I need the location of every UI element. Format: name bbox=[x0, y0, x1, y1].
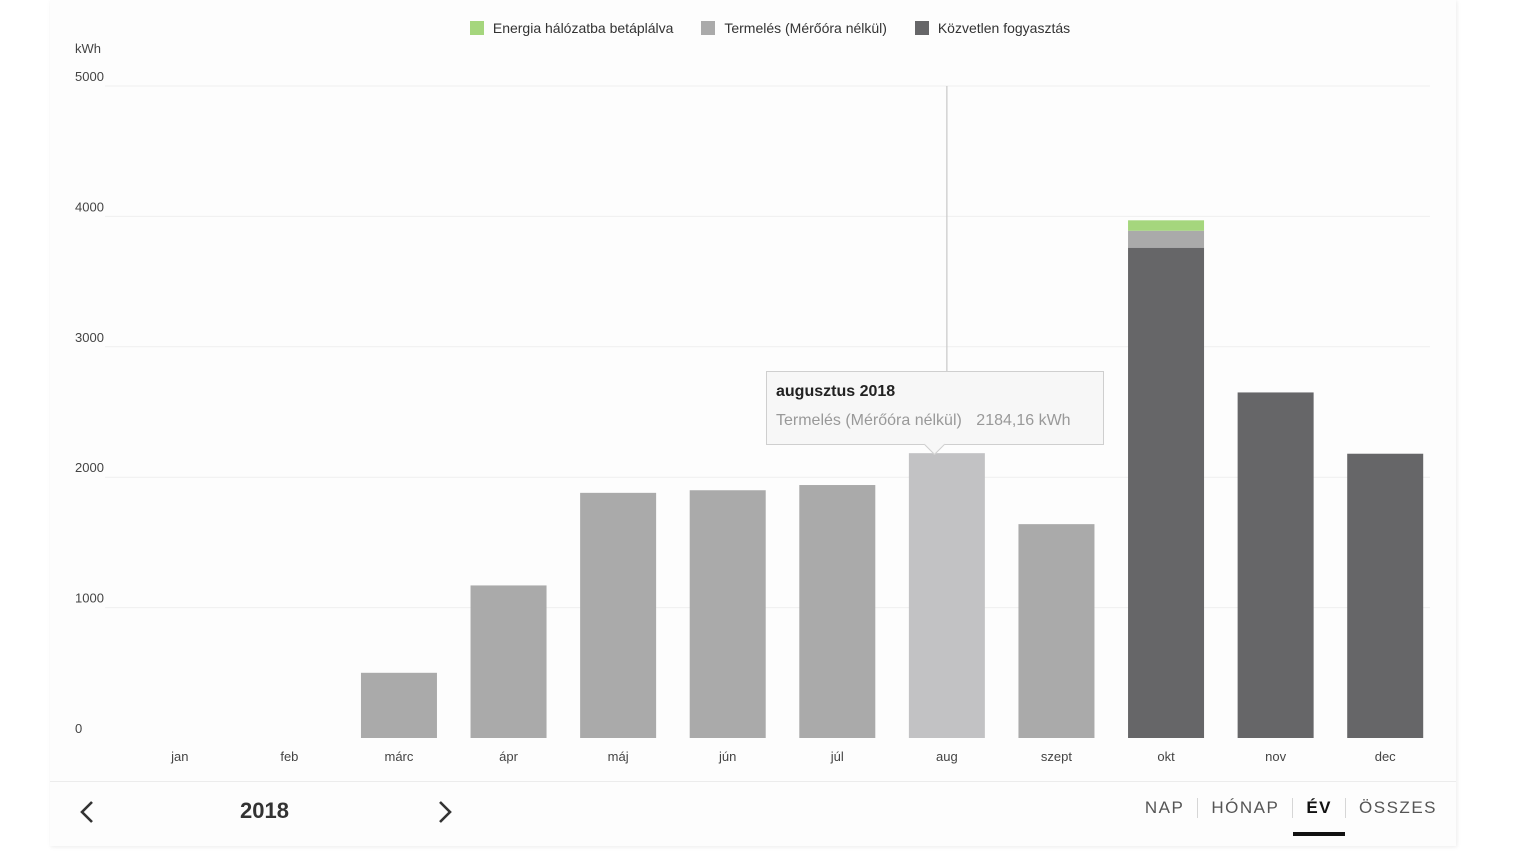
y-tick-label: 3000 bbox=[75, 330, 104, 345]
x-tick-label: márc bbox=[385, 749, 414, 764]
tab-year[interactable]: ÉV bbox=[1292, 798, 1345, 836]
legend-item-feed-in[interactable]: Energia hálózatba betáplálva bbox=[469, 20, 674, 36]
bar-márc bbox=[360, 672, 437, 738]
bar-júl bbox=[799, 485, 876, 738]
legend-swatch-production bbox=[701, 21, 716, 35]
x-tick-label: okt bbox=[1157, 749, 1175, 764]
bar-ápr bbox=[470, 585, 547, 738]
chevron-right-icon bbox=[439, 801, 452, 823]
x-tick-label: feb bbox=[280, 749, 298, 764]
y-axis-unit: kWh bbox=[75, 41, 101, 56]
y-tick-label: 5000 bbox=[75, 69, 104, 84]
bar-aug bbox=[908, 453, 985, 738]
legend-swatch-consumption bbox=[914, 21, 929, 35]
x-tick-label: jan bbox=[170, 749, 188, 764]
y-tick-label: 1000 bbox=[75, 591, 104, 606]
chart-tooltip: augusztus 2018 Termelés (Mérőóra nélkül)… bbox=[766, 371, 1104, 456]
bar-okt bbox=[1128, 230, 1205, 248]
x-tick-label: jún bbox=[718, 749, 736, 764]
y-tick-label: 2000 bbox=[75, 460, 104, 475]
x-tick-label: aug bbox=[936, 749, 958, 764]
tooltip-series-label: Termelés (Mérőóra nélkül) bbox=[776, 412, 962, 429]
bar-okt bbox=[1128, 220, 1205, 231]
x-tick-label: nov bbox=[1265, 749, 1286, 764]
bar-okt bbox=[1128, 247, 1205, 739]
chart-legend: Energia hálózatba betáplálva Termelés (M… bbox=[0, 20, 1540, 38]
x-tick-label: szept bbox=[1041, 749, 1072, 764]
legend-item-production[interactable]: Termelés (Mérőóra nélkül) bbox=[701, 20, 887, 36]
tooltip-value: 2184,16 kWh bbox=[976, 412, 1071, 429]
bar-nov bbox=[1237, 392, 1314, 738]
bar-szept bbox=[1018, 524, 1095, 738]
legend-swatch-feed-in bbox=[469, 21, 484, 35]
tooltip-row: Termelés (Mérőóra nélkül) 2184,16 kWh bbox=[776, 412, 1094, 430]
previous-year-button[interactable] bbox=[70, 795, 104, 829]
current-year: 2018 bbox=[240, 798, 289, 823]
period-tabs: NAP HÓNAP ÉV ÖSSZES bbox=[1132, 798, 1450, 836]
bar-chart: 0 1000 2000 3000 4000 5000 jan feb márc ápr máj jún… bbox=[75, 69, 1430, 764]
tab-day[interactable]: NAP bbox=[1144, 798, 1185, 817]
bar-dec bbox=[1347, 453, 1424, 738]
bar-jún bbox=[689, 490, 766, 738]
x-tick-label: júl bbox=[830, 749, 844, 764]
x-tick-label: máj bbox=[608, 749, 629, 764]
tab-month[interactable]: HÓNAP bbox=[1197, 798, 1292, 818]
bar-máj bbox=[580, 492, 657, 738]
y-tick-label: 4000 bbox=[75, 199, 104, 214]
next-year-button[interactable] bbox=[428, 795, 462, 829]
legend-item-consumption[interactable]: Közvetlen fogyasztás bbox=[914, 20, 1071, 36]
x-tick-label: dec bbox=[1375, 749, 1396, 764]
x-tick-label: ápr bbox=[499, 749, 518, 764]
footer-divider bbox=[50, 781, 1456, 782]
legend-label-feed-in: Energia hálózatba betáplálva bbox=[492, 20, 674, 36]
chevron-left-icon bbox=[80, 801, 93, 823]
tab-all[interactable]: ÖSSZES bbox=[1345, 798, 1450, 818]
y-tick-label: 0 bbox=[75, 721, 82, 736]
legend-label-production: Termelés (Mérőóra nélkül) bbox=[724, 20, 887, 36]
tooltip-title: augusztus 2018 bbox=[776, 383, 896, 400]
legend-label-consumption: Közvetlen fogyasztás bbox=[937, 20, 1071, 36]
